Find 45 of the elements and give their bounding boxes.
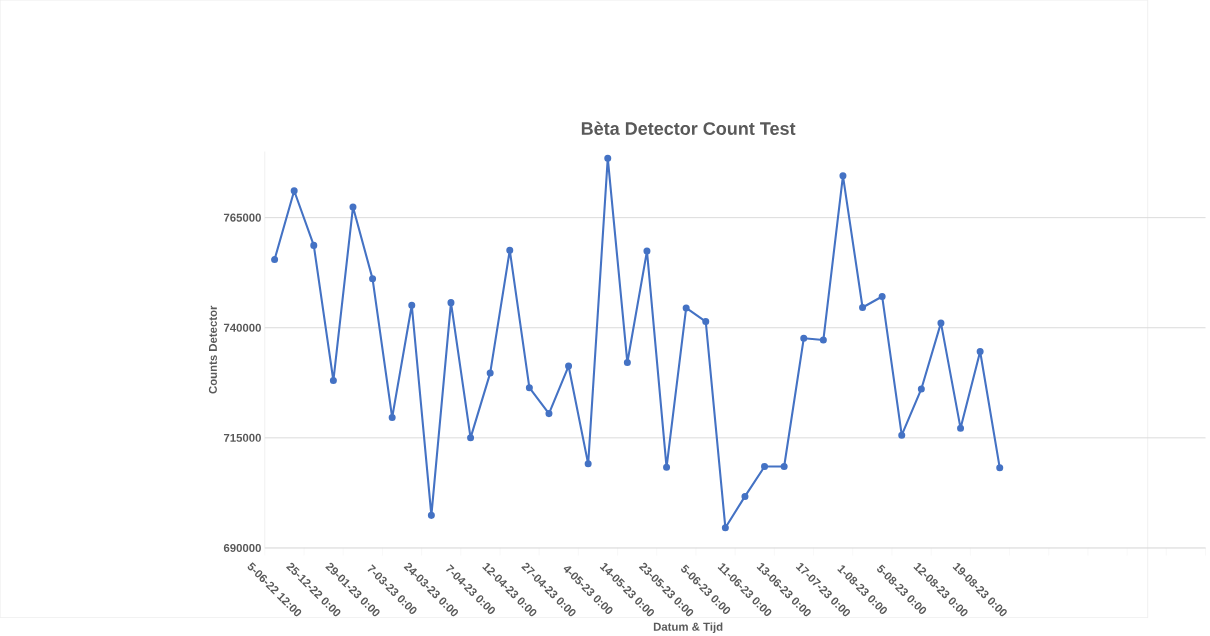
- point: [604, 154, 612, 162]
- point: [878, 292, 886, 300]
- point: [525, 384, 533, 392]
- y-tick-label: 690000: [223, 543, 261, 552]
- point: [271, 255, 279, 263]
- point: [839, 172, 847, 180]
- point: [565, 362, 573, 370]
- point: [780, 462, 788, 470]
- point: [721, 524, 729, 532]
- point: [996, 464, 1004, 472]
- point: [898, 431, 906, 439]
- point: [800, 334, 808, 342]
- point: [467, 434, 475, 442]
- y-tick-label: 765000: [223, 213, 261, 222]
- point: [741, 492, 749, 500]
- point: [976, 347, 984, 355]
- point: [761, 462, 769, 470]
- point: [427, 511, 435, 519]
- point: [349, 203, 357, 211]
- point: [702, 317, 710, 325]
- point: [310, 241, 318, 249]
- x-axis-title: Datum & Tijd: [653, 622, 723, 633]
- point: [545, 410, 553, 418]
- point: [290, 187, 298, 195]
- point: [643, 247, 651, 255]
- point: [447, 299, 455, 307]
- y-tick-label: 715000: [223, 433, 261, 442]
- y-axis-title: Counts Detector: [208, 305, 217, 394]
- y-tick-label: 740000: [223, 323, 261, 332]
- point: [329, 376, 337, 385]
- point: [682, 304, 690, 312]
- point: [937, 319, 945, 327]
- point: [388, 413, 396, 422]
- point: [957, 424, 965, 432]
- point: [506, 246, 514, 254]
- point: [408, 301, 416, 309]
- point: [623, 358, 631, 366]
- point: [819, 336, 827, 344]
- point: [663, 463, 671, 471]
- point: [859, 303, 867, 311]
- point: [369, 275, 377, 283]
- point: [917, 385, 925, 393]
- point: [486, 369, 494, 377]
- chart-title: Bèta Detector Count Test: [581, 121, 796, 135]
- point: [584, 460, 592, 468]
